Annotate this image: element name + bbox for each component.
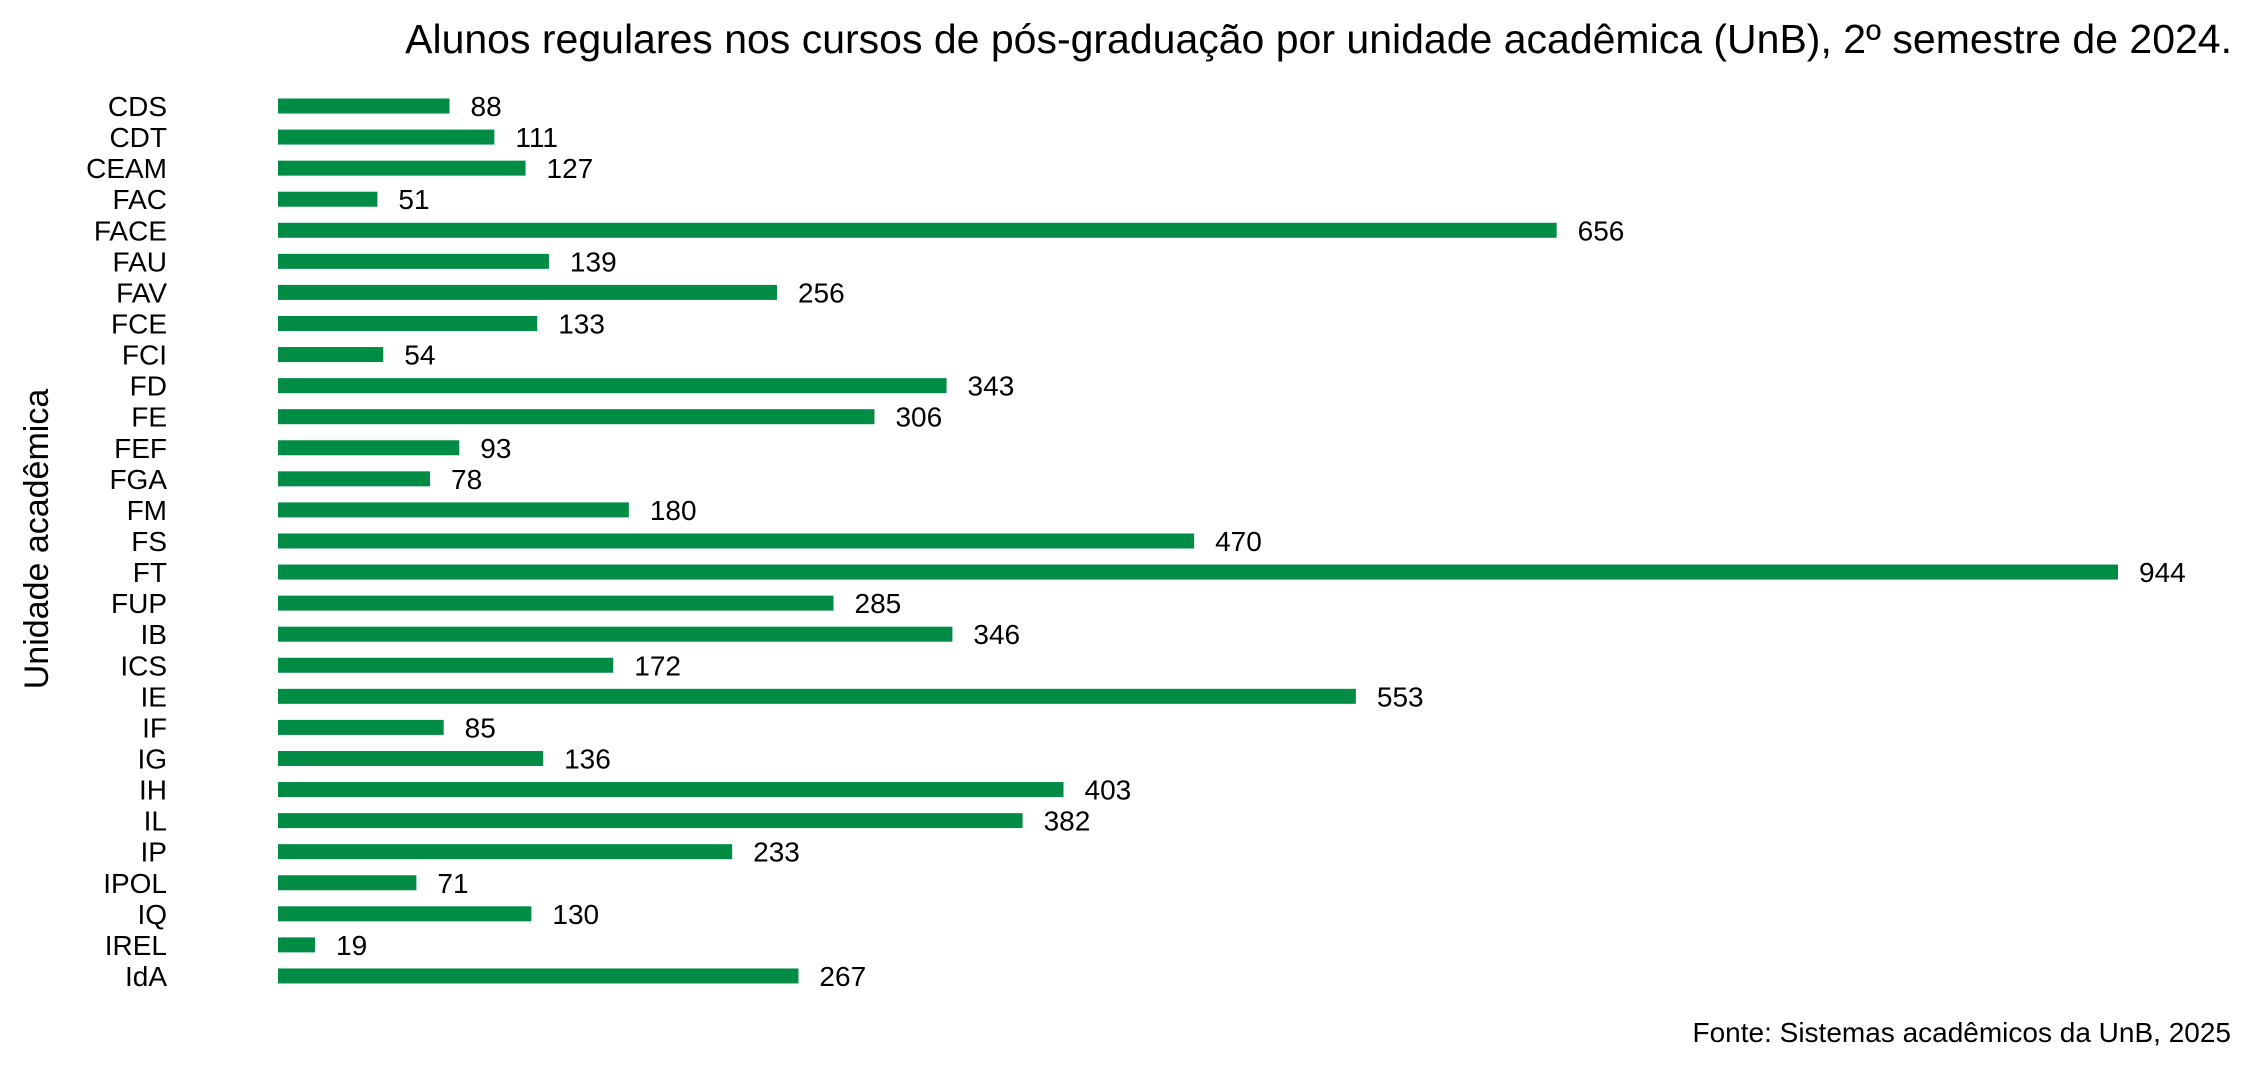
y-tick-label: FE — [131, 402, 167, 433]
bar — [278, 968, 799, 984]
y-tick-label: IPOL — [103, 868, 167, 899]
y-tick-label: IQ — [137, 899, 167, 930]
y-tick-label: FAU — [113, 246, 167, 277]
y-tick-label: IREL — [105, 930, 167, 961]
bar — [278, 564, 2118, 580]
bar — [278, 875, 417, 891]
data-label: 19 — [336, 930, 367, 961]
bar — [278, 595, 834, 611]
bar — [278, 688, 1356, 704]
data-label: 382 — [1044, 806, 1091, 837]
data-label: 343 — [968, 371, 1015, 402]
data-label: 136 — [564, 743, 611, 774]
y-tick-label: CEAM — [86, 153, 167, 184]
y-tick-label: FM — [127, 495, 167, 526]
y-tick-label: FAC — [113, 184, 167, 215]
bar — [278, 813, 1023, 829]
bar — [278, 253, 549, 269]
bar — [278, 222, 1557, 238]
y-tick-label: FGA — [109, 464, 167, 495]
y-tick-label: FD — [130, 371, 167, 402]
y-tick-label: FCE — [111, 308, 167, 339]
bar — [278, 657, 614, 673]
bar — [278, 440, 460, 456]
data-label: 85 — [465, 712, 496, 743]
data-label: 54 — [404, 340, 435, 371]
y-tick-label: FACE — [94, 215, 167, 246]
data-label: 233 — [753, 837, 800, 868]
chart-title: Alunos regulares nos cursos de pós-gradu… — [405, 16, 2232, 62]
chart-source: Fonte: Sistemas acadêmicos da UnB, 2025 — [1692, 1017, 2231, 1048]
y-axis-label: Unidade acadêmica — [18, 389, 56, 690]
bar — [278, 284, 777, 300]
bar — [278, 844, 733, 860]
chart-marks: CDS 88 CDT 111 CEAM 127 FAC 51 FACE 656 FAU 139 FAV 2… — [86, 91, 2186, 992]
bar — [278, 315, 538, 331]
data-label: 553 — [1377, 681, 1424, 712]
bar — [278, 502, 629, 518]
bar — [278, 782, 1064, 798]
data-label: 285 — [855, 588, 902, 619]
data-label: 306 — [895, 402, 942, 433]
data-label: 172 — [634, 650, 681, 681]
bar — [278, 533, 1195, 549]
bar — [278, 378, 947, 394]
y-tick-label: CDS — [108, 91, 167, 122]
data-label: 267 — [819, 961, 866, 992]
y-tick-label: FAV — [116, 277, 167, 308]
data-label: 944 — [2139, 557, 2186, 588]
data-label: 127 — [547, 153, 594, 184]
y-tick-label: FEF — [114, 433, 167, 464]
bar — [278, 906, 532, 922]
y-tick-label: FUP — [111, 588, 167, 619]
data-label: 93 — [480, 433, 511, 464]
data-label: 78 — [451, 464, 482, 495]
bar — [278, 719, 444, 735]
data-label: 71 — [437, 868, 468, 899]
y-tick-label: CDT — [109, 122, 167, 153]
data-label: 88 — [471, 91, 502, 122]
data-label: 133 — [558, 308, 605, 339]
y-tick-label: IF — [142, 712, 167, 743]
data-label: 51 — [398, 184, 429, 215]
data-label: 346 — [973, 619, 1020, 650]
y-tick-label: FCI — [122, 340, 167, 371]
data-label: 111 — [515, 122, 558, 153]
bar — [278, 129, 495, 145]
y-tick-label: FS — [131, 526, 167, 557]
bar — [278, 160, 526, 176]
data-label: 403 — [1085, 775, 1132, 806]
y-tick-label: IdA — [125, 961, 167, 992]
data-label: 130 — [552, 899, 599, 930]
y-tick-label: IP — [141, 837, 167, 868]
data-label: 256 — [798, 277, 845, 308]
bar — [278, 471, 431, 487]
y-tick-label: IL — [144, 806, 167, 837]
bar — [278, 626, 953, 642]
bar — [278, 750, 544, 766]
bar — [278, 937, 316, 953]
bar — [278, 347, 384, 363]
bar — [278, 191, 378, 207]
data-label: 180 — [650, 495, 697, 526]
bar — [278, 409, 875, 425]
y-tick-label: FT — [133, 557, 167, 588]
data-label: 139 — [570, 246, 617, 277]
y-tick-label: ICS — [120, 650, 167, 681]
bar — [278, 98, 450, 114]
y-tick-label: IB — [141, 619, 167, 650]
data-label: 470 — [1215, 526, 1262, 557]
y-tick-label: IE — [141, 681, 167, 712]
y-tick-label: IH — [139, 775, 167, 806]
data-label: 656 — [1578, 215, 1625, 246]
y-tick-label: IG — [137, 743, 167, 774]
